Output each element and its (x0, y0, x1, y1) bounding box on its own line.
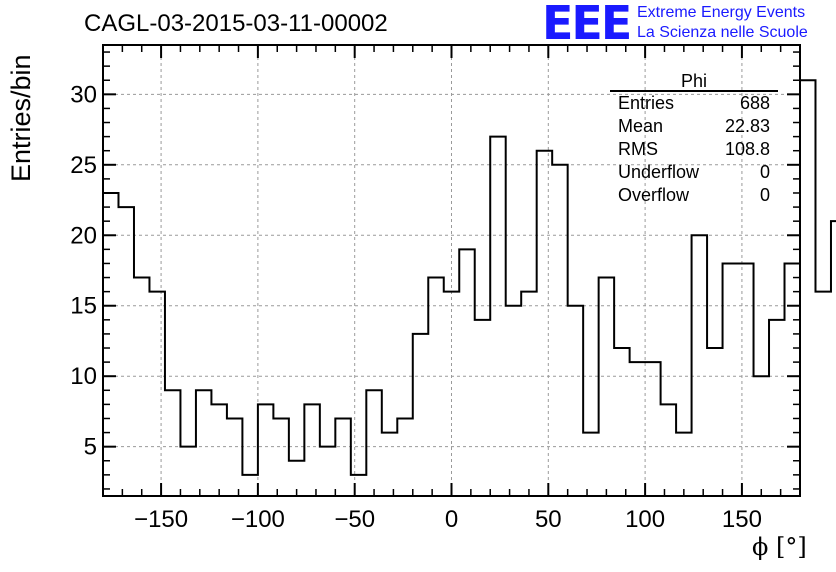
stats-row-underflow: Underflow 0 (610, 161, 778, 184)
tick-labels: −150 −100 −50 0 50 100 150 5 10 15 20 25 30 (70, 81, 762, 533)
histogram-bin (583, 433, 598, 496)
y-tick-label: 10 (70, 363, 97, 390)
y-tick-label: 20 (70, 222, 97, 249)
x-tick-label: 0 (445, 506, 458, 533)
histogram-bin (211, 404, 226, 496)
histogram-bin (335, 418, 350, 496)
histogram-outline (103, 79, 836, 476)
histogram-bin (537, 151, 552, 496)
chart-title: CAGL-03-2015-03-11-00002 (84, 10, 388, 37)
stats-box-title: Phi (610, 72, 778, 92)
histogram-bin (692, 235, 707, 496)
histogram-bin (258, 404, 273, 496)
y-axis-label: Entries/bin (6, 54, 36, 182)
stats-label: Entries (618, 93, 675, 113)
histogram-bin (242, 475, 257, 496)
histogram-bin (475, 320, 490, 496)
y-tick-label: 30 (70, 81, 97, 108)
histogram-bin (366, 390, 381, 496)
histogram-bin (661, 404, 676, 496)
stats-label: Overflow (618, 185, 690, 205)
histogram-bin (196, 390, 211, 496)
y-tick-label: 15 (70, 293, 97, 320)
stats-row-mean: Mean 22.83 (610, 115, 778, 138)
axis-ticks (103, 45, 800, 496)
histogram-bin (614, 348, 629, 496)
stats-label: RMS (618, 139, 658, 159)
histogram-bin (707, 348, 722, 496)
y-tick-label: 25 (70, 152, 97, 179)
histogram-bin (676, 433, 691, 496)
grid-lines (103, 45, 800, 496)
histogram-bin (397, 418, 412, 496)
histogram-series (103, 79, 836, 496)
stats-row-rms: RMS 108.8 (610, 138, 778, 161)
histogram-bin (351, 475, 366, 496)
histogram-bin (134, 278, 149, 496)
x-axis-label: ϕ [°] (752, 533, 807, 561)
histogram-bin (490, 137, 505, 496)
x-tick-label: 50 (535, 506, 562, 533)
histogram-bin (180, 447, 195, 496)
x-tick-label: 150 (722, 506, 762, 533)
histogram-bin (273, 418, 288, 496)
histogram-bin (304, 404, 319, 496)
stats-value: 22.83 (724, 116, 770, 136)
stats-box: Phi Entries 688 Mean 22.83 RMS 108.8 Und… (610, 72, 778, 207)
stats-row-entries: Entries 688 (610, 92, 778, 115)
histogram-bin (769, 320, 784, 496)
y-tick-label: 5 (84, 434, 97, 461)
histogram-bin (165, 390, 180, 496)
histogram-bin (506, 306, 521, 496)
histogram-bin (723, 263, 738, 496)
histogram-bin (815, 292, 830, 496)
x-tick-label: −50 (334, 506, 375, 533)
histogram-bin (754, 376, 769, 496)
stats-value: 688 (739, 93, 770, 113)
stats-label: Underflow (618, 162, 700, 182)
stats-value: 108.8 (724, 139, 770, 159)
x-tick-label: −100 (231, 506, 285, 533)
histogram-bin (738, 263, 753, 496)
histogram-bin (645, 362, 660, 496)
stats-label: Mean (618, 116, 664, 136)
histogram-bin (800, 80, 815, 496)
histogram-bin (413, 334, 428, 496)
logo-line-2: La Scienza nelle Scuole (637, 24, 808, 41)
histogram-bin (630, 362, 645, 496)
histogram-bin (382, 433, 397, 496)
histogram-bin (459, 249, 474, 496)
stats-value: 0 (759, 185, 770, 205)
histogram-bin (320, 447, 335, 496)
eee-logo: EEE (542, 0, 632, 50)
stats-row-overflow: Overflow 0 (610, 184, 778, 207)
stats-value: 0 (759, 162, 770, 182)
logo-line-1: Extreme Energy Events (637, 4, 806, 21)
histogram-bin (118, 207, 133, 496)
histogram-bin (149, 292, 164, 496)
x-tick-label: −150 (134, 506, 188, 533)
histogram-bin (552, 165, 567, 496)
x-tick-label: 100 (625, 506, 665, 533)
histogram-bin (444, 292, 459, 496)
histogram-bin (103, 193, 118, 496)
histogram-bin (521, 292, 536, 496)
histogram-bin (599, 278, 614, 496)
histogram-bin (428, 278, 443, 496)
histogram-bin (227, 418, 242, 496)
histogram-bin (568, 306, 583, 496)
